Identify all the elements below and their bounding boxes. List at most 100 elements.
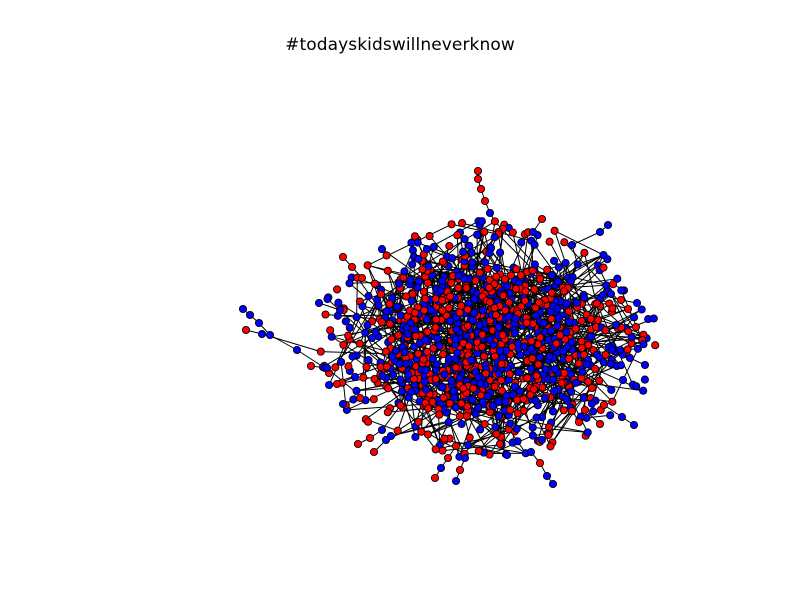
graph-node — [513, 409, 522, 418]
graph-edge — [554, 230, 567, 264]
graph-node — [447, 220, 456, 229]
graph-node — [458, 219, 467, 228]
graph-node — [396, 375, 405, 384]
graph-node — [408, 260, 417, 269]
graph-node — [425, 232, 434, 241]
graph-node — [352, 386, 361, 395]
graph-node — [468, 395, 477, 404]
graph-node — [364, 356, 373, 365]
graph-node — [542, 471, 552, 481]
graph-node — [546, 442, 555, 451]
graph-edge — [537, 372, 559, 441]
graph-node — [384, 384, 393, 393]
graph-node — [598, 290, 608, 300]
graph-node — [511, 314, 520, 323]
graph-node — [606, 289, 616, 299]
graph-node — [371, 327, 380, 337]
graph-node — [506, 419, 515, 428]
graph-node — [411, 332, 420, 341]
graph-node — [599, 250, 608, 260]
graph-edge — [464, 452, 526, 455]
graph-node — [238, 304, 248, 314]
graph-node — [465, 433, 474, 442]
graph-node — [431, 445, 440, 454]
graph-node — [475, 320, 484, 330]
graph-node — [490, 233, 499, 242]
graph-node — [567, 407, 576, 416]
graph-node — [483, 392, 492, 401]
graph-node — [392, 302, 402, 311]
graph-node — [535, 458, 545, 468]
graph-node — [577, 343, 586, 353]
graph-node — [601, 326, 610, 335]
graph-node — [383, 266, 392, 275]
graph-node — [544, 430, 553, 439]
graph-node — [357, 273, 367, 283]
graph-edge — [511, 305, 554, 334]
graph-node — [574, 359, 583, 368]
graph-node — [254, 318, 264, 328]
graph-node — [423, 347, 432, 356]
graph-node — [483, 264, 492, 273]
graph-node — [370, 374, 379, 384]
graph-node — [417, 427, 426, 436]
graph-node — [420, 306, 429, 315]
graph-node — [481, 369, 490, 378]
graph-node — [580, 405, 590, 415]
graph-node — [408, 246, 417, 255]
graph-node — [613, 274, 622, 283]
graph-node — [517, 238, 526, 247]
graph-node — [583, 428, 592, 437]
graph-node — [561, 258, 570, 268]
graph-edge — [610, 293, 643, 341]
graph-node — [553, 304, 562, 313]
graph-node — [345, 323, 354, 332]
graph-node — [323, 294, 332, 304]
graph-node — [530, 285, 539, 294]
graph-node — [591, 364, 600, 373]
graph-node — [451, 335, 460, 344]
graph-node — [556, 331, 565, 340]
graph-node — [364, 292, 373, 301]
graph-node — [545, 352, 554, 361]
graph-node — [407, 238, 416, 247]
graph-node — [503, 282, 512, 291]
graph-node — [453, 348, 462, 358]
graph-node — [494, 323, 503, 332]
graph-node — [459, 247, 468, 256]
graph-node — [485, 283, 494, 292]
graph-node — [363, 321, 372, 330]
graph-node — [584, 377, 593, 386]
graph-node — [515, 368, 524, 377]
graph-edge — [548, 359, 613, 428]
graph-node — [314, 298, 324, 308]
graph-node — [473, 174, 483, 184]
graph-node — [540, 394, 550, 403]
graph-node — [485, 298, 494, 307]
graph-node — [383, 408, 392, 417]
graph-node — [469, 384, 478, 393]
graph-node — [433, 334, 442, 343]
graph-node — [470, 295, 479, 304]
graph-node — [454, 271, 463, 280]
graph-node — [630, 313, 639, 322]
graph-node — [369, 447, 379, 457]
graph-node — [603, 220, 613, 230]
graph-node — [623, 345, 632, 354]
graph-node — [528, 227, 538, 237]
graph-node — [421, 366, 430, 375]
graph-node — [338, 399, 348, 409]
graph-node — [344, 331, 353, 340]
graph-node — [492, 263, 501, 272]
graph-node — [448, 254, 457, 263]
graph-node — [447, 376, 456, 385]
figure-title: #todayskidswillneverknow — [285, 35, 515, 55]
graph-node — [367, 333, 377, 342]
graph-node — [539, 318, 548, 328]
graph-node — [316, 347, 325, 356]
graph-node — [410, 325, 419, 334]
graph-node — [560, 368, 569, 377]
graph-node — [439, 393, 448, 402]
graph-node — [606, 411, 615, 420]
